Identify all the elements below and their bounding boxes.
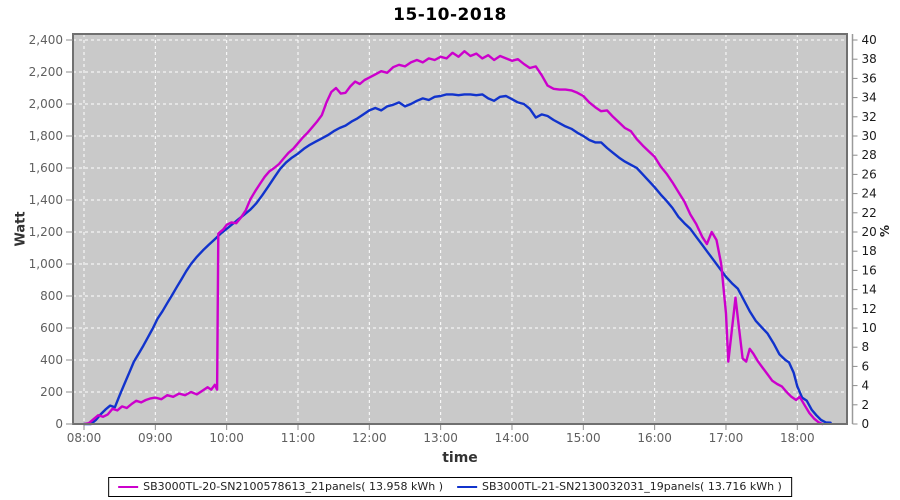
x-tick-label: 15:00	[566, 431, 601, 445]
y-right-tick-label: 38	[862, 52, 877, 66]
y-left-tick-label: 1,400	[29, 193, 63, 207]
x-tick-label: 10:00	[209, 431, 244, 445]
series-line-0	[82, 50, 824, 426]
y-right-tick-label: 28	[862, 148, 877, 162]
y-left-tick-label: 1,600	[29, 161, 63, 175]
plot-canvas: 02004006008001,0001,2001,4001,6001,8002,…	[29, 33, 877, 445]
y-axis-title-percent: %	[878, 224, 892, 238]
y-left-tick-label: 1,000	[29, 257, 63, 271]
y-left-tick-label: 1,800	[29, 129, 63, 143]
y-axis-title-watt: Watt	[13, 211, 29, 247]
x-tick-label: 13:00	[423, 431, 458, 445]
legend-item-series1: SB3000TL-20-SN2100578613_21panels( 13.95…	[118, 480, 443, 493]
y-left-tick-label: 600	[40, 321, 63, 335]
series1-line-swatch	[118, 485, 139, 488]
x-tick-label: 18:00	[780, 431, 815, 445]
chart-title: 15-10-2018	[393, 5, 507, 25]
y-right-tick-label: 32	[862, 110, 877, 124]
x-tick-label: 11:00	[281, 431, 316, 445]
legend-label-series1: SB3000TL-20-SN2100578613_21panels( 13.95…	[143, 480, 443, 493]
y-right-tick-label: 8	[862, 340, 870, 354]
x-tick-label: 12:00	[352, 431, 387, 445]
series2-line-swatch	[457, 485, 477, 488]
y-right-tick-label: 2	[862, 398, 870, 412]
y-right-tick-label: 40	[862, 33, 877, 47]
y-left-tick-label: 2,200	[29, 65, 63, 79]
y-right-tick-label: 14	[862, 283, 877, 297]
legend-label-series2: SB3000TL-21-SN2130032031_19panels( 13.71…	[482, 480, 782, 493]
legend-item-series2: SB3000TL-21-SN2130032031_19panels( 13.71…	[457, 480, 782, 493]
y-left-tick-label: 0	[55, 417, 63, 431]
y-right-tick-label: 20	[862, 225, 877, 239]
x-tick-label: 16:00	[637, 431, 672, 445]
y-right-tick-label: 18	[862, 244, 877, 258]
series-line-1	[82, 93, 832, 426]
legend: SB3000TL-20-SN2100578613_21panels( 13.95…	[108, 477, 792, 497]
x-tick-label: 08:00	[67, 431, 102, 445]
y-right-tick-label: 6	[862, 359, 870, 373]
y-left-tick-label: 2,400	[29, 33, 63, 47]
x-tick-label: 17:00	[709, 431, 744, 445]
y-right-tick-label: 16	[862, 263, 877, 277]
y-right-tick-label: 36	[862, 71, 877, 85]
y-right-tick-label: 4	[862, 379, 870, 393]
y-right-tick-label: 26	[862, 167, 877, 181]
x-tick-label: 14:00	[495, 431, 530, 445]
y-right-tick-label: 22	[862, 206, 877, 220]
y-right-tick-label: 0	[862, 417, 870, 431]
y-right-tick-label: 12	[862, 302, 877, 316]
x-axis-title-time: time	[442, 450, 478, 466]
x-tick-label: 09:00	[138, 431, 173, 445]
y-right-tick-label: 24	[862, 187, 877, 201]
y-right-tick-label: 34	[862, 91, 877, 105]
y-left-tick-label: 2,000	[29, 97, 63, 111]
y-left-tick-label: 400	[40, 353, 63, 367]
y-left-tick-label: 800	[40, 289, 63, 303]
y-left-tick-label: 1,200	[29, 225, 63, 239]
plot-border	[72, 33, 848, 425]
plot-background	[73, 34, 847, 424]
y-left-tick-label: 200	[40, 385, 63, 399]
y-right-tick-label: 30	[862, 129, 877, 143]
y-right-tick-label: 10	[862, 321, 877, 335]
